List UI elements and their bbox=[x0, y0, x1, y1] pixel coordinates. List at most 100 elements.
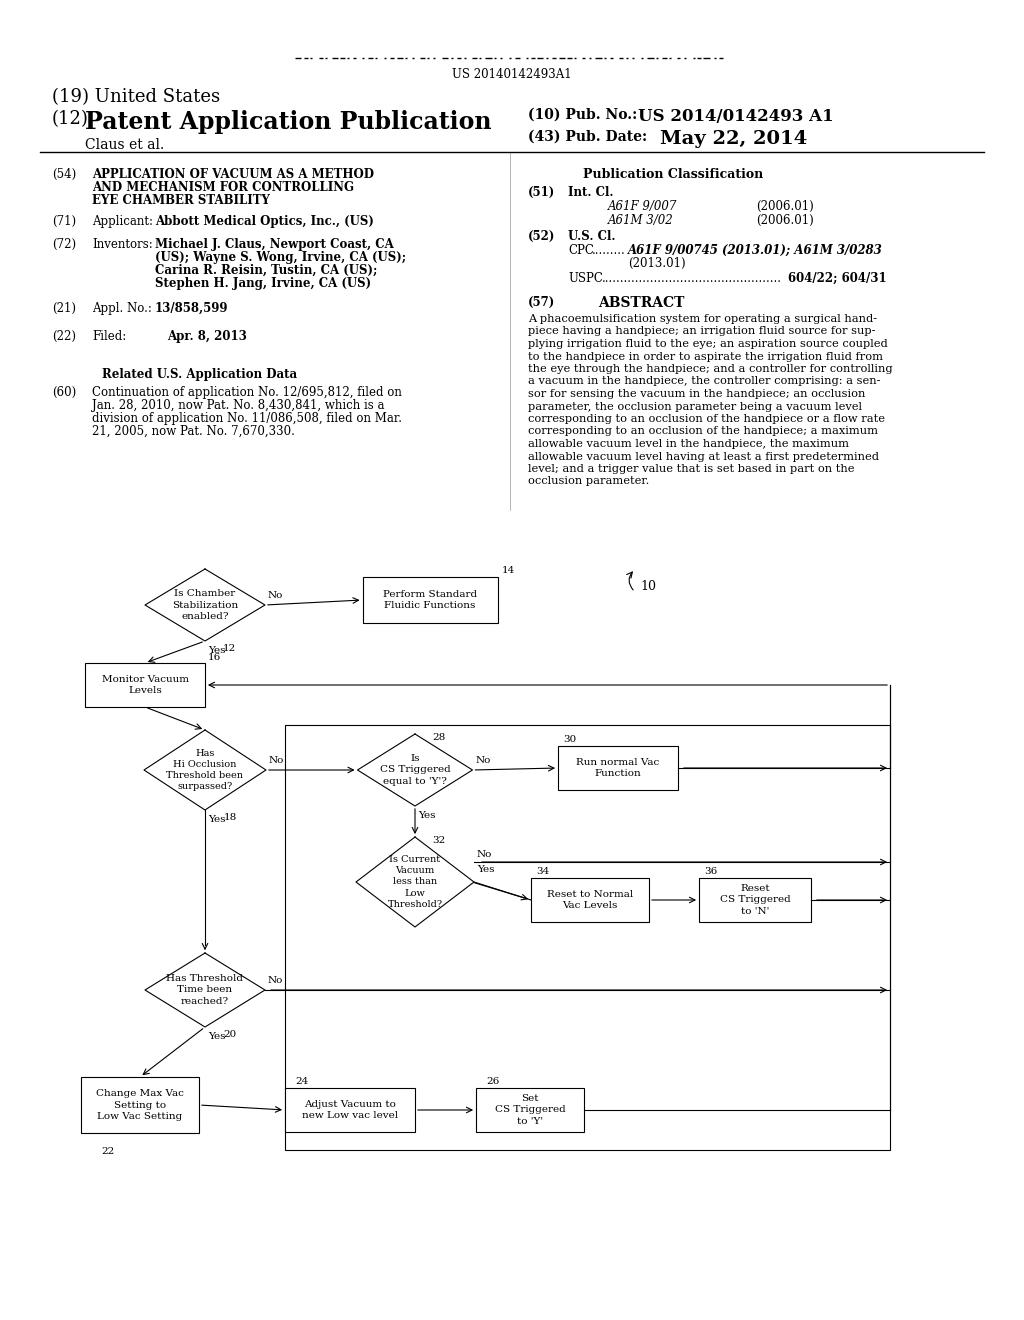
Text: 14: 14 bbox=[502, 566, 515, 576]
Text: 24: 24 bbox=[295, 1077, 308, 1086]
Polygon shape bbox=[356, 837, 474, 927]
Text: A61M 3/02: A61M 3/02 bbox=[608, 214, 674, 227]
Text: (2013.01): (2013.01) bbox=[628, 257, 686, 271]
Polygon shape bbox=[145, 569, 265, 642]
Text: (US); Wayne S. Wong, Irvine, CA (US);: (US); Wayne S. Wong, Irvine, CA (US); bbox=[155, 251, 407, 264]
Text: 22: 22 bbox=[101, 1147, 115, 1156]
Text: US 2014/0142493 A1: US 2014/0142493 A1 bbox=[638, 108, 834, 125]
Text: corresponding to an occlusion of the handpiece or a flow rate: corresponding to an occlusion of the han… bbox=[528, 414, 885, 424]
Text: (54): (54) bbox=[52, 168, 76, 181]
Text: piece having a handpiece; an irrigation fluid source for sup-: piece having a handpiece; an irrigation … bbox=[528, 326, 876, 337]
Text: Change Max Vac
Setting to
Low Vac Setting: Change Max Vac Setting to Low Vac Settin… bbox=[96, 1089, 184, 1121]
Text: (22): (22) bbox=[52, 330, 76, 343]
Text: Is
CS Triggered
equal to 'Y'?: Is CS Triggered equal to 'Y'? bbox=[380, 755, 451, 785]
Text: Yes: Yes bbox=[477, 865, 495, 874]
Text: Claus et al.: Claus et al. bbox=[85, 139, 164, 152]
Text: No: No bbox=[269, 756, 285, 766]
Text: Yes: Yes bbox=[208, 814, 225, 824]
Text: 32: 32 bbox=[433, 836, 445, 845]
Text: to the handpiece in order to aspirate the irrigation fluid from: to the handpiece in order to aspirate th… bbox=[528, 351, 883, 362]
Bar bbox=[285, 725, 890, 1150]
Text: CPC: CPC bbox=[568, 244, 594, 257]
Text: (19) United States: (19) United States bbox=[52, 88, 220, 106]
Bar bbox=[476, 1088, 584, 1133]
Text: allowable vacuum level having at least a first predetermined: allowable vacuum level having at least a… bbox=[528, 451, 879, 462]
Text: occlusion parameter.: occlusion parameter. bbox=[528, 477, 649, 487]
Bar bbox=[81, 1077, 199, 1133]
Text: plying irrigation fluid to the eye; an aspiration source coupled: plying irrigation fluid to the eye; an a… bbox=[528, 339, 888, 348]
Text: level; and a trigger value that is set based in part on the: level; and a trigger value that is set b… bbox=[528, 465, 854, 474]
Text: A phacoemulsification system for operating a surgical hand-: A phacoemulsification system for operati… bbox=[528, 314, 878, 323]
Text: (10) Pub. No.:: (10) Pub. No.: bbox=[528, 108, 637, 121]
Text: Abbott Medical Optics, Inc., (US): Abbott Medical Optics, Inc., (US) bbox=[155, 215, 374, 228]
Text: No: No bbox=[475, 756, 490, 766]
Text: 18: 18 bbox=[223, 813, 237, 822]
Text: Has
Hi Occlusion
Threshold been
surpassed?: Has Hi Occlusion Threshold been surpasse… bbox=[167, 748, 244, 791]
Text: Related U.S. Application Data: Related U.S. Application Data bbox=[102, 368, 298, 381]
Text: 16: 16 bbox=[208, 653, 221, 663]
Text: Adjust Vacuum to
new Low vac level: Adjust Vacuum to new Low vac level bbox=[302, 1100, 398, 1121]
Text: Set
CS Triggered
to 'Y': Set CS Triggered to 'Y' bbox=[495, 1094, 565, 1126]
Text: (2006.01): (2006.01) bbox=[756, 201, 814, 213]
Text: Reset
CS Triggered
to 'N': Reset CS Triggered to 'N' bbox=[720, 884, 791, 916]
Text: Yes: Yes bbox=[208, 1032, 225, 1041]
Text: A61F 9/007: A61F 9/007 bbox=[608, 201, 677, 213]
Text: A61F 9/00745 (2013.01); A61M 3/0283: A61F 9/00745 (2013.01); A61M 3/0283 bbox=[628, 244, 883, 257]
Text: EYE CHAMBER STABILITY: EYE CHAMBER STABILITY bbox=[92, 194, 270, 207]
Text: 13/858,599: 13/858,599 bbox=[155, 302, 228, 315]
Text: 604/22; 604/31: 604/22; 604/31 bbox=[788, 272, 887, 285]
Text: 20: 20 bbox=[223, 1030, 237, 1039]
Text: Has Threshold
Time been
reached?: Has Threshold Time been reached? bbox=[167, 974, 244, 1006]
Text: 21, 2005, now Pat. No. 7,670,330.: 21, 2005, now Pat. No. 7,670,330. bbox=[92, 425, 295, 438]
Bar bbox=[285, 1088, 415, 1133]
Text: (12): (12) bbox=[52, 110, 89, 128]
Bar bbox=[85, 663, 205, 708]
Text: 10: 10 bbox=[640, 579, 656, 593]
Text: Is Chamber
Stabilization
enabled?: Is Chamber Stabilization enabled? bbox=[172, 590, 239, 620]
Text: .........: ......... bbox=[592, 244, 626, 257]
Polygon shape bbox=[144, 730, 266, 810]
Text: ABSTRACT: ABSTRACT bbox=[598, 296, 684, 310]
Bar bbox=[362, 577, 498, 623]
Text: parameter, the occlusion parameter being a vacuum level: parameter, the occlusion parameter being… bbox=[528, 401, 862, 412]
Bar bbox=[531, 878, 649, 921]
Text: division of application No. 11/086,508, filed on Mar.: division of application No. 11/086,508, … bbox=[92, 412, 402, 425]
Text: Stephen H. Jang, Irvine, CA (US): Stephen H. Jang, Irvine, CA (US) bbox=[155, 277, 371, 290]
Text: Inventors:: Inventors: bbox=[92, 238, 153, 251]
Text: ................................................: ........................................… bbox=[602, 272, 782, 285]
Text: a vacuum in the handpiece, the controller comprising: a sen-: a vacuum in the handpiece, the controlle… bbox=[528, 376, 881, 387]
Text: Apr. 8, 2013: Apr. 8, 2013 bbox=[167, 330, 247, 343]
Text: 26: 26 bbox=[486, 1077, 500, 1086]
Text: AND MECHANISM FOR CONTROLLING: AND MECHANISM FOR CONTROLLING bbox=[92, 181, 354, 194]
Text: the eye through the handpiece; and a controller for controlling: the eye through the handpiece; and a con… bbox=[528, 364, 893, 374]
Text: corresponding to an occlusion of the handpiece; a maximum: corresponding to an occlusion of the han… bbox=[528, 426, 878, 437]
Text: Michael J. Claus, Newport Coast, CA: Michael J. Claus, Newport Coast, CA bbox=[155, 238, 394, 251]
Text: Filed:: Filed: bbox=[92, 330, 126, 343]
Text: Perform Standard
Fluidic Functions: Perform Standard Fluidic Functions bbox=[383, 590, 477, 610]
Text: 34: 34 bbox=[536, 867, 549, 876]
Bar bbox=[699, 878, 811, 921]
Text: (60): (60) bbox=[52, 385, 76, 399]
Text: 12: 12 bbox=[223, 644, 237, 653]
Text: Monitor Vacuum
Levels: Monitor Vacuum Levels bbox=[101, 675, 188, 696]
Text: Carina R. Reisin, Tustin, CA (US);: Carina R. Reisin, Tustin, CA (US); bbox=[155, 264, 378, 277]
Text: Appl. No.:: Appl. No.: bbox=[92, 302, 152, 315]
Text: U.S. Cl.: U.S. Cl. bbox=[568, 230, 615, 243]
Text: Is Current
Vacuum
less than
Low
Threshold?: Is Current Vacuum less than Low Threshol… bbox=[387, 855, 442, 908]
Text: (2006.01): (2006.01) bbox=[756, 214, 814, 227]
Polygon shape bbox=[145, 953, 265, 1027]
Text: Jan. 28, 2010, now Pat. No. 8,430,841, which is a: Jan. 28, 2010, now Pat. No. 8,430,841, w… bbox=[92, 399, 384, 412]
Text: APPLICATION OF VACUUM AS A METHOD: APPLICATION OF VACUUM AS A METHOD bbox=[92, 168, 374, 181]
Polygon shape bbox=[357, 734, 472, 807]
Text: (43) Pub. Date:: (43) Pub. Date: bbox=[528, 129, 647, 144]
Text: May 22, 2014: May 22, 2014 bbox=[660, 129, 807, 148]
Text: (71): (71) bbox=[52, 215, 76, 228]
Text: Continuation of application No. 12/695,812, filed on: Continuation of application No. 12/695,8… bbox=[92, 385, 401, 399]
Text: (21): (21) bbox=[52, 302, 76, 315]
Bar bbox=[558, 746, 678, 789]
Text: 36: 36 bbox=[705, 867, 717, 876]
Text: allowable vacuum level in the handpiece, the maximum: allowable vacuum level in the handpiece,… bbox=[528, 440, 849, 449]
Text: sor for sensing the vacuum in the handpiece; an occlusion: sor for sensing the vacuum in the handpi… bbox=[528, 389, 865, 399]
Text: Publication Classification: Publication Classification bbox=[583, 168, 763, 181]
Text: No: No bbox=[268, 975, 284, 985]
